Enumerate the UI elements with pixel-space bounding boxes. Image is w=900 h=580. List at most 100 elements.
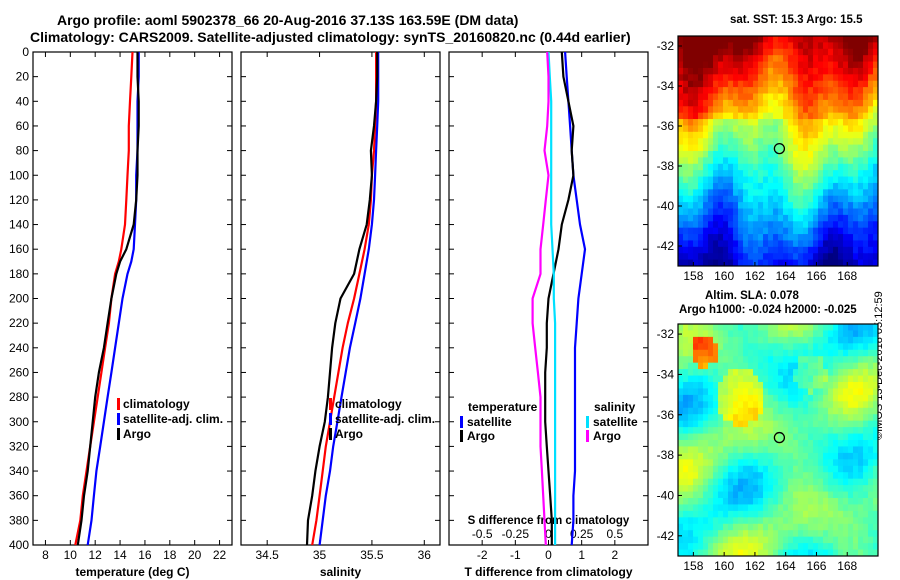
map-xtick-label: 162: [745, 559, 765, 573]
xtick-label-temperature: 10: [64, 548, 78, 562]
series-line-temperature-argo: [76, 52, 140, 546]
xtick-label-temperature: 18: [163, 548, 177, 562]
legend-label: satellite-adj. clim.: [123, 412, 223, 426]
legend-label: Argo: [335, 427, 363, 441]
map-ytick-label: -38: [657, 159, 675, 173]
xtick-label-salinity: 34.5: [256, 548, 280, 562]
map-frame: [677, 35, 879, 267]
series-line-difference-argo: [544, 51, 575, 545]
map-xtick-label: 166: [806, 559, 826, 573]
legend-label: satellite-adj. clim.: [335, 412, 435, 426]
map-xtick-label: 164: [776, 559, 796, 573]
ytick-label: 100: [9, 168, 29, 182]
ytick-label: 40: [16, 94, 30, 108]
map-ytick-label: -32: [657, 39, 675, 53]
plot-frame-temperature: [32, 51, 233, 546]
legend-label: Argo: [467, 429, 495, 443]
legend-label: satellite: [467, 415, 512, 429]
map-ytick-label: -32: [657, 327, 675, 341]
map-xtick-label: 160: [714, 559, 734, 573]
legend-swatch: [329, 398, 332, 410]
xtick-label-difference: 2: [611, 548, 618, 562]
series-line-salinity-climatology: [311, 52, 378, 546]
legend-swatch: [586, 430, 589, 442]
legend-label: climatology: [123, 397, 190, 411]
sla-map-title: Altim. SLA: 0.078: [705, 290, 799, 302]
s-xtick-label: 0.25: [570, 527, 594, 541]
map-ytick-label: -42: [657, 529, 675, 543]
xtick-label-temperature: 14: [113, 548, 127, 562]
series-line-difference-argo: [531, 51, 550, 546]
ytick-label: 240: [9, 341, 29, 355]
xtick-label-difference: 0: [545, 548, 552, 562]
ytick-label: 20: [16, 70, 30, 84]
ytick-label: 280: [9, 390, 29, 404]
map-ytick-label: -40: [657, 488, 675, 502]
map-xtick-label: 160: [714, 269, 734, 283]
legend-label: climatology: [335, 397, 402, 411]
map-xtick-label: 162: [745, 269, 765, 283]
legend-swatch: [329, 413, 332, 425]
map-sla_map: [678, 324, 879, 557]
legend-swatch: [460, 416, 463, 428]
xtick-label-temperature: 8: [42, 548, 49, 562]
legend-swatch: [117, 413, 120, 425]
ytick-label: 400: [9, 538, 29, 552]
xlabel-difference: T difference from climatology: [464, 565, 632, 579]
ytick-label: 220: [9, 316, 29, 330]
xtick-label-salinity: 35: [313, 548, 327, 562]
s-xtick-label: 0.5: [606, 527, 623, 541]
ytick-label: 120: [9, 193, 29, 207]
argo-location-marker: [773, 142, 786, 155]
ytick-label: 0: [22, 45, 29, 59]
legend-group-salinity: salinity: [594, 400, 636, 414]
xlabel-temperature: temperature (deg C): [75, 565, 189, 579]
xtick-label-difference: 1: [578, 548, 585, 562]
map-sst_map: [678, 36, 879, 267]
xtick-label-salinity: 36: [418, 548, 432, 562]
series-line-difference-satellite: [547, 51, 557, 545]
map-ytick-label: -40: [657, 199, 675, 213]
ytick-label: 320: [9, 439, 29, 453]
argo-location-marker: [773, 431, 786, 444]
sla-map-subtitle: Argo h1000: -0.024 h2000: -0.025: [679, 304, 857, 316]
xlabel-salinity: salinity: [320, 565, 362, 579]
sst-map-title: sat. SST: 15.3 Argo: 15.5: [730, 14, 863, 26]
map-ytick-label: -34: [657, 79, 675, 93]
s-axis-label: S difference from climatology: [468, 515, 630, 527]
ytick-label: 180: [9, 267, 29, 281]
map-frame: [677, 323, 879, 557]
ytick-label: 300: [9, 415, 29, 429]
legend-swatch: [117, 428, 120, 440]
ytick-label: 340: [9, 464, 29, 478]
xtick-label-salinity: 35.5: [360, 548, 384, 562]
xtick-label-difference: -1: [510, 548, 521, 562]
chart-title-line1: Argo profile: aoml 5902378_66 20-Aug-201…: [57, 12, 519, 28]
legend-swatch: [586, 416, 589, 428]
s-xtick-label: -0.25: [502, 527, 530, 541]
ytick-label: 140: [9, 218, 29, 232]
xtick-label-temperature: 12: [89, 548, 103, 562]
legend-group-temperature: temperature: [468, 400, 538, 414]
chart-title-line2: Climatology: CARS2009. Satellite-adjuste…: [30, 29, 631, 45]
legend-swatch: [117, 398, 120, 410]
ytick-label: 160: [9, 242, 29, 256]
map-xtick-label: 158: [683, 559, 703, 573]
series-line-salinity-satellite-adj-clim-: [318, 52, 380, 546]
s-xtick-label: 0: [545, 527, 552, 541]
map-ytick-label: -36: [657, 119, 675, 133]
ytick-label: 200: [9, 292, 29, 306]
xtick-label-temperature: 22: [213, 548, 227, 562]
map-xtick-label: 164: [776, 269, 796, 283]
legend-label: Argo: [123, 427, 151, 441]
map-xtick-label: 168: [837, 269, 857, 283]
ytick-label: 380: [9, 513, 29, 527]
series-line-salinity-argo: [305, 52, 379, 546]
legend-label: Argo: [593, 429, 621, 443]
legend-label: satellite: [593, 415, 638, 429]
series-line-difference-satellite: [564, 51, 587, 546]
ytick-label: 260: [9, 365, 29, 379]
s-xtick-label: -0.5: [472, 527, 493, 541]
xtick-label-temperature: 20: [188, 548, 202, 562]
